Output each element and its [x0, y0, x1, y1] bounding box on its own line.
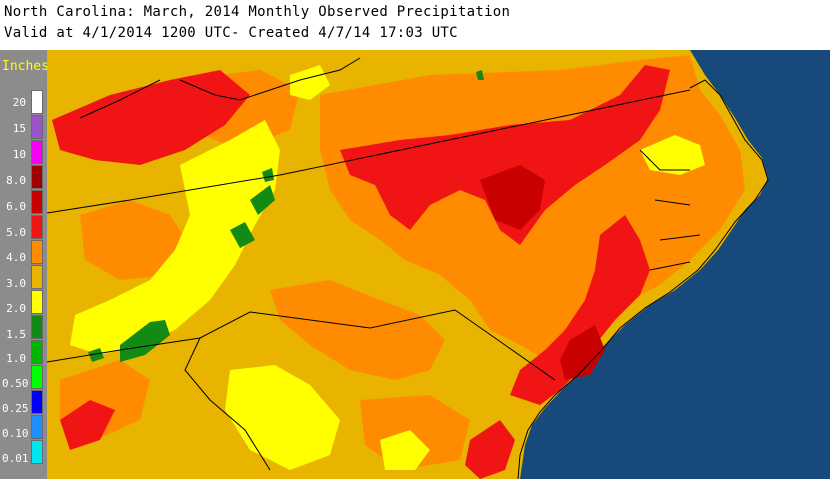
legend-label: 1.5 [6, 328, 26, 341]
county-lines [639, 149, 701, 271]
legend-swatch [31, 315, 43, 339]
sc-ga-border [184, 337, 271, 471]
legend-label: 0.25 [2, 402, 29, 415]
legend-swatch [31, 265, 43, 289]
red-regions [52, 65, 670, 479]
legend-swatch [31, 115, 43, 139]
state-boundaries [47, 57, 701, 471]
tn-nc-border [47, 309, 556, 381]
legend-swatch [31, 415, 43, 439]
map-subtitle: Valid at 4/1/2014 1200 UTC- Created 4/7/… [4, 25, 458, 41]
legend-swatch [31, 240, 43, 264]
wv-va-border [179, 57, 361, 101]
legend-label: 0.01 [2, 452, 29, 465]
legend-title: Inches [2, 59, 49, 74]
legend-label: 8.0 [6, 174, 26, 187]
va-nc-border [47, 89, 691, 214]
legend-label: 6.0 [6, 200, 26, 213]
precipitation-legend: Inches 20 15 10 8.0 6.0 5.0 4.0 3.0 2.0 … [0, 50, 49, 479]
legend-swatch [31, 340, 43, 364]
legend-swatch [31, 190, 43, 214]
green-regions [88, 70, 484, 362]
legend-swatch [31, 290, 43, 314]
legend-swatch [31, 440, 43, 464]
ky-va-border [79, 79, 161, 119]
map-header: North Carolina: March, 2014 Monthly Obse… [0, 0, 830, 50]
map-title: North Carolina: March, 2014 Monthly Obse… [4, 4, 511, 20]
dark-red-regions [480, 165, 605, 380]
legend-label: 4.0 [6, 251, 26, 264]
legend-label: 15 [12, 122, 26, 135]
legend-label: 0.50 [2, 377, 29, 390]
yellow-regions [70, 65, 705, 470]
coastline [517, 79, 769, 479]
legend-label: 0.10 [2, 427, 29, 440]
legend-swatch [31, 90, 43, 114]
legend-label: 2.0 [6, 302, 26, 315]
legend-label: 3.0 [6, 277, 26, 290]
legend-label: 1.0 [6, 352, 26, 365]
legend-label: 10 [12, 148, 26, 161]
legend-swatch [31, 215, 43, 239]
legend-label: 20 [12, 96, 26, 109]
legend-swatch [31, 165, 43, 189]
precipitation-map [47, 50, 830, 479]
legend-swatch [31, 390, 43, 414]
legend-label: 5.0 [6, 226, 26, 239]
legend-swatch [31, 140, 43, 164]
legend-swatch [31, 365, 43, 389]
